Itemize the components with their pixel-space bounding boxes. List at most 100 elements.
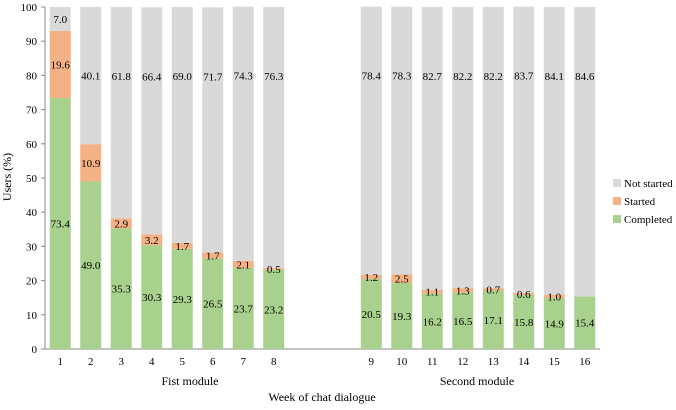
data-label-not-started: 74.3: [234, 71, 254, 83]
legend-swatch-started: [613, 197, 621, 205]
bar-completed: [263, 269, 285, 349]
data-label-not-started: 82.2: [484, 71, 503, 83]
bar-not-started: [452, 7, 474, 289]
bar-not-started: [49, 7, 71, 31]
x-tick-label: 2: [88, 356, 94, 368]
bar-started: [360, 274, 382, 279]
bar-started: [513, 292, 535, 295]
x-tick-label: 11: [427, 356, 438, 368]
bar-not-started: [110, 7, 132, 219]
data-label-not-started: 82.2: [453, 71, 472, 83]
bar-not-started: [421, 7, 443, 290]
bar-completed: [202, 258, 224, 349]
x-tick-label: 7: [240, 356, 246, 368]
bar-not-started: [232, 6, 254, 261]
bar-started: [421, 289, 443, 294]
x-tick-label: 5: [179, 356, 185, 368]
data-label-started: 3.2: [145, 235, 159, 247]
bar-started: [110, 218, 132, 229]
data-label-not-started: 76.3: [264, 71, 284, 83]
bar-started: [141, 234, 163, 246]
data-label-not-started: 40.1: [81, 71, 100, 83]
bar-completed: [49, 97, 71, 349]
data-label-not-started: 66.4: [142, 71, 162, 83]
y-tick-label: 90: [26, 36, 38, 48]
x-tick-label: 13: [488, 356, 500, 368]
bar-started: [80, 144, 102, 182]
bar-completed: [482, 290, 504, 349]
legend-swatch-not-started: [613, 179, 621, 187]
x-tick-label: 4: [149, 356, 155, 368]
data-label-started: 1.0: [547, 291, 561, 303]
x-tick-label: 6: [210, 356, 216, 368]
bar-started: [482, 288, 504, 291]
data-label-started: 1.7: [175, 241, 189, 253]
y-tick-label: 80: [26, 70, 38, 82]
bar-completed: [391, 282, 413, 349]
bar-started: [232, 260, 254, 268]
y-tick-label: 20: [26, 276, 38, 288]
data-label-started: 2.9: [114, 218, 128, 230]
y-tick-label: 10: [26, 310, 38, 322]
bar-not-started: [482, 7, 504, 289]
bar-not-started: [80, 7, 102, 145]
data-label-completed: 29.3: [173, 294, 193, 306]
y-tick-label: 30: [26, 241, 38, 253]
y-tick-label: 0: [32, 344, 38, 356]
bar-not-started: [513, 6, 535, 293]
data-label-started: 2.5: [395, 274, 409, 286]
bar-completed: [110, 228, 132, 349]
bar-not-started: [391, 6, 413, 275]
bar-started: [202, 252, 224, 259]
bar-completed: [171, 248, 193, 349]
bar-started: [452, 288, 474, 293]
bar-completed: [232, 267, 254, 349]
data-label-started: 0.5: [267, 264, 281, 276]
data-label-completed: 49.0: [81, 260, 101, 272]
legend-label-started: Started: [624, 196, 656, 208]
bar-started: [391, 274, 413, 283]
bars-layer: [49, 6, 596, 349]
bar-not-started: [171, 7, 193, 243]
bar-completed: [543, 298, 565, 349]
y-tick-label: 60: [26, 139, 38, 151]
legend: Not started Started Completed: [613, 178, 673, 226]
y-tick-label: 70: [26, 105, 38, 117]
bar-completed: [421, 293, 443, 349]
x-tick-label: 14: [518, 356, 530, 368]
data-label-not-started: 61.8: [112, 71, 132, 83]
legend-label-completed: Completed: [624, 214, 673, 226]
bar-completed: [452, 292, 474, 349]
data-label-completed: 16.5: [453, 316, 473, 328]
data-label-started: 2.1: [236, 259, 250, 271]
data-label-not-started: 78.4: [362, 71, 382, 83]
x-tick-label: 12: [457, 356, 468, 368]
data-label-not-started: 82.7: [423, 71, 443, 83]
data-label-completed: 23.2: [264, 304, 283, 316]
y-tick-label: 40: [26, 207, 38, 219]
data-label-started: 0.7: [486, 284, 500, 296]
group-label-first-module: Fist module: [161, 374, 218, 388]
data-label-completed: 20.5: [362, 309, 382, 321]
bar-completed: [513, 294, 535, 349]
x-tick-label: 16: [579, 356, 591, 368]
bar-not-started: [574, 7, 596, 297]
x-tick-label: 3: [118, 356, 124, 368]
x-tick-label: 8: [271, 356, 277, 368]
bar-started: [171, 242, 193, 249]
x-tick-label: 9: [369, 356, 375, 368]
data-label-started: 1.2: [364, 272, 378, 284]
data-label-not-started: 83.7: [514, 71, 534, 83]
bar-started: [263, 267, 285, 270]
data-label-started: 1.7: [206, 250, 220, 262]
bar-not-started: [543, 7, 565, 295]
data-label-not-started: 7.0: [53, 14, 67, 26]
data-label-completed: 26.5: [203, 299, 223, 311]
data-label-not-started: 71.7: [203, 71, 223, 83]
bar-not-started: [360, 6, 382, 275]
data-label-completed: 15.8: [514, 317, 534, 329]
y-tick-label: 50: [26, 173, 38, 185]
bar-started: [49, 30, 71, 98]
data-labels-layer: 73.4 19.6 7.0 49.0 10.9 40.1 35.3 2.9 61.8 30.3 3.…: [51, 14, 595, 331]
bar-not-started: [202, 7, 224, 253]
